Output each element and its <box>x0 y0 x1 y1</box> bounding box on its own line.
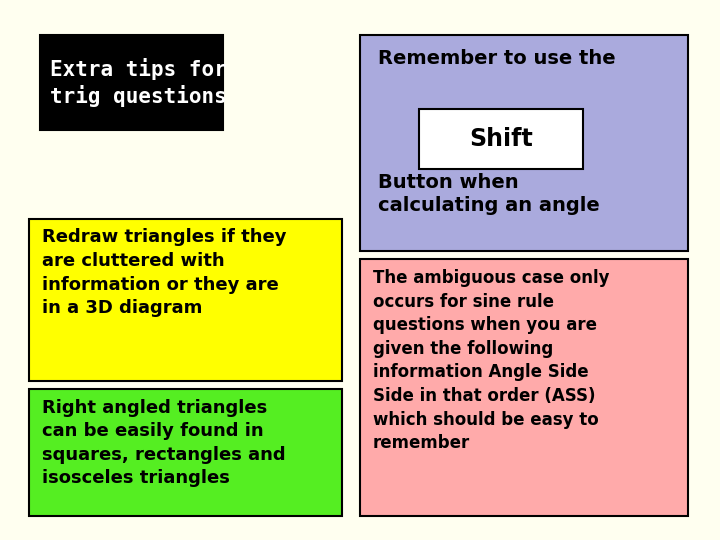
FancyBboxPatch shape <box>360 35 688 251</box>
Text: The ambiguous case only
occurs for sine rule
questions when you are
given the fo: The ambiguous case only occurs for sine … <box>373 269 609 452</box>
FancyBboxPatch shape <box>40 35 223 130</box>
FancyBboxPatch shape <box>29 389 342 516</box>
FancyBboxPatch shape <box>29 219 342 381</box>
FancyBboxPatch shape <box>360 259 688 516</box>
Text: Button when
calculating an angle: Button when calculating an angle <box>378 173 600 215</box>
Text: Redraw triangles if they
are cluttered with
information or they are
in a 3D diag: Redraw triangles if they are cluttered w… <box>42 228 287 317</box>
FancyBboxPatch shape <box>419 109 582 169</box>
Text: Remember to use the: Remember to use the <box>378 49 616 68</box>
Text: Extra tips for
trig questions: Extra tips for trig questions <box>50 58 227 107</box>
Text: Right angled triangles
can be easily found in
squares, rectangles and
isosceles : Right angled triangles can be easily fou… <box>42 399 285 487</box>
Text: Shift: Shift <box>469 127 533 151</box>
